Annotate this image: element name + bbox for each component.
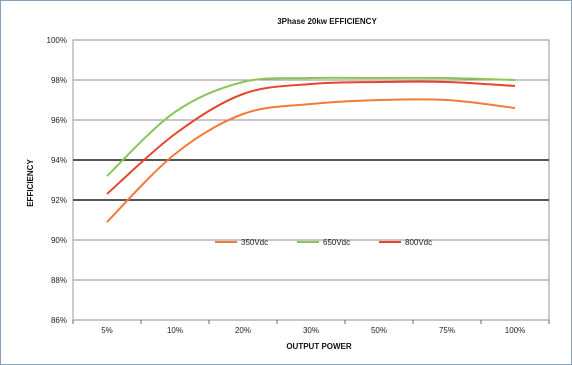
y-tick-label: 86% — [51, 316, 67, 325]
y-tick-label: 98% — [51, 76, 67, 85]
chart-title: 3Phase 20kw EFFICIENCY — [277, 17, 377, 26]
x-tick-label: 30% — [303, 326, 319, 335]
y-tick-label: 90% — [51, 236, 67, 245]
legend-label: 350Vdc — [241, 238, 268, 247]
x-tick-label: 100% — [505, 326, 525, 335]
x-tick-label: 50% — [371, 326, 387, 335]
y-axis-label: EFFICIENCY — [26, 159, 35, 207]
legend-label: 800Vdc — [405, 238, 432, 247]
y-tick-label: 92% — [51, 196, 67, 205]
x-tick-label: 5% — [101, 326, 113, 335]
efficiency-chart: 3Phase 20kw EFFICIENCY 86% 88% 90% 92% 94% 96… — [26, 17, 550, 351]
y-tick-label: 94% — [51, 156, 67, 165]
y-tick-label: 88% — [51, 276, 67, 285]
y-tick-label: 96% — [51, 116, 67, 125]
series-line-800vdc — [106, 80, 516, 195]
plot-area: 86% 88% 90% 92% 94% 96% 98% 100% 5% 10% 20% 30% 50% 7… — [47, 36, 550, 335]
x-tick-label: 75% — [439, 326, 455, 335]
x-tick-label: 10% — [167, 326, 183, 335]
series-line-350vdc — [106, 98, 516, 223]
x-tick-label: 20% — [235, 326, 251, 335]
y-tick-label: 100% — [47, 36, 67, 45]
series-line-650vdc — [106, 76, 516, 177]
x-axis-label: OUTPUT POWER — [286, 342, 352, 351]
plot-background — [72, 39, 550, 321]
chart-area: 3Phase 20kw EFFICIENCY 86% 88% 90% 92% 94% 96… — [7, 7, 565, 359]
legend-label: 650Vdc — [323, 238, 350, 247]
